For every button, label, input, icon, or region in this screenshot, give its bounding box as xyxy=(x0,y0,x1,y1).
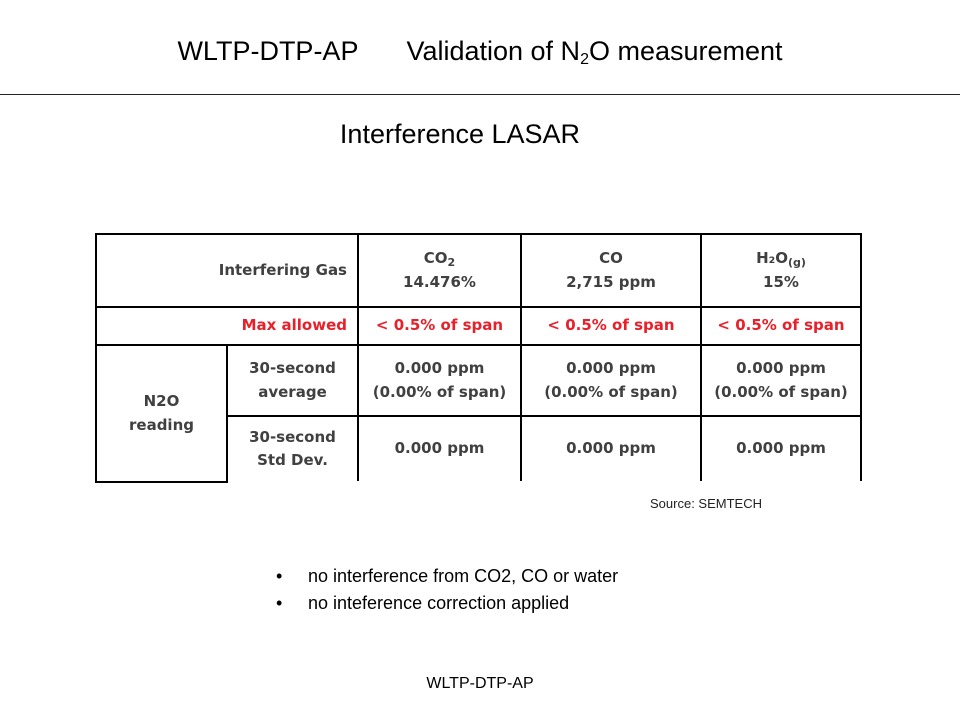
slide-subtitle: Interference LASAR xyxy=(339,119,581,149)
list-item: • no inteference correction applied xyxy=(276,590,618,617)
max-allowed-label: Max allowed xyxy=(95,306,359,346)
gas-header-co: CO 2,715 ppm xyxy=(520,233,702,308)
slide-footer: WLTP-DTP-AP xyxy=(426,675,534,692)
table-header-row: Interfering Gas CO2 14.476% CO 2,715 ppm… xyxy=(95,233,862,308)
std-dev-label: 30-second Std Dev. xyxy=(226,415,359,483)
average-h2o: 0.000 ppm (0.00% of span) xyxy=(700,344,862,417)
slide-title: WLTP-DTP-AP Validation of N2O measurement xyxy=(0,36,960,68)
title-right: Validation of N2O measurement xyxy=(406,36,783,68)
max-allowed-co2: < 0.5% of span xyxy=(357,306,522,346)
gas-header-h2o: H₂O(g) 15% xyxy=(700,233,862,308)
std-dev-h2o: 0.000 ppm xyxy=(700,415,862,483)
title-divider xyxy=(0,94,960,95)
max-allowed-row: Max allowed < 0.5% of span < 0.5% of spa… xyxy=(95,306,862,346)
std-dev-co: 0.000 ppm xyxy=(520,415,702,483)
std-dev-co2: 0.000 ppm xyxy=(357,415,522,483)
bullet-list: • no interference from CO2, CO or water •… xyxy=(276,563,618,617)
interfering-gas-header: Interfering Gas xyxy=(95,233,359,308)
std-dev-row: 30-second Std Dev. 0.000 ppm 0.000 ppm 0… xyxy=(96,415,862,483)
max-allowed-h2o: < 0.5% of span xyxy=(700,306,862,346)
n2o-reading-label: N2O reading xyxy=(95,344,228,483)
bullet-icon: • xyxy=(276,566,283,586)
average-co: 0.000 ppm (0.00% of span) xyxy=(520,344,702,417)
title-left: WLTP-DTP-AP xyxy=(177,36,359,66)
bullet-icon: • xyxy=(276,593,283,613)
average-row: N2O reading 30-second average 0.000 ppm … xyxy=(95,344,862,483)
source-note: Source: SEMTECH xyxy=(650,496,762,511)
gas-header-co2: CO2 14.476% xyxy=(357,233,522,308)
average-label: 30-second average xyxy=(226,344,359,417)
max-allowed-co: < 0.5% of span xyxy=(520,306,702,346)
interference-table: Interfering Gas CO2 14.476% CO 2,715 ppm… xyxy=(95,233,862,483)
list-item: • no interference from CO2, CO or water xyxy=(276,563,618,590)
average-co2: 0.000 ppm (0.00% of span) xyxy=(357,344,522,417)
